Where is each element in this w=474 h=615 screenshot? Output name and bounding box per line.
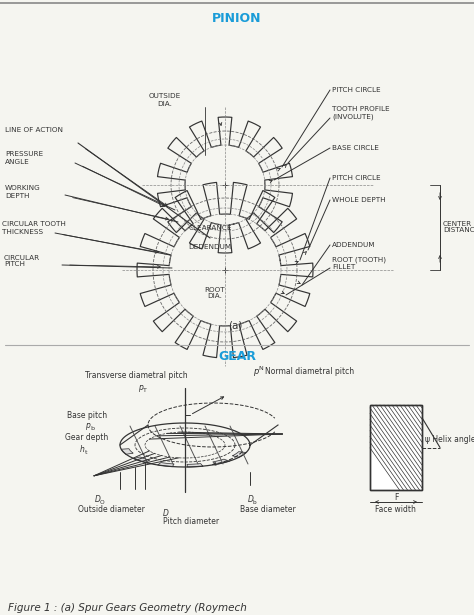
Text: WHOLE DEPTH: WHOLE DEPTH (332, 197, 386, 203)
Text: p: p (253, 368, 258, 376)
Text: CLEARANCE: CLEARANCE (188, 225, 232, 231)
Text: F: F (394, 493, 398, 502)
Polygon shape (232, 451, 246, 458)
Text: PITCH CIRCLE: PITCH CIRCLE (332, 87, 381, 93)
Text: (a): (a) (228, 320, 242, 330)
Bar (370, 405, 422, 490)
Text: CENTER
DISTANCE: CENTER DISTANCE (443, 221, 474, 234)
Text: PINION: PINION (212, 12, 262, 25)
Bar (370, 405, 422, 490)
Text: t: t (85, 450, 88, 454)
Text: N: N (258, 367, 263, 371)
Text: O: O (100, 501, 105, 506)
Text: LINE OF ACTION: LINE OF ACTION (5, 127, 63, 133)
Text: D: D (163, 509, 169, 517)
Text: D: D (95, 496, 101, 504)
Text: ADDENDUM: ADDENDUM (332, 242, 375, 248)
Polygon shape (187, 464, 203, 467)
Text: ROOT (TOOTH)
FILLET: ROOT (TOOTH) FILLET (332, 256, 386, 270)
Text: TOOTH PROFILE
(INVOLUTE): TOOTH PROFILE (INVOLUTE) (332, 106, 390, 120)
Polygon shape (121, 449, 133, 454)
Text: PITCH CIRCLE: PITCH CIRCLE (332, 175, 381, 181)
Text: GEAR: GEAR (218, 351, 256, 363)
Text: T: T (143, 389, 147, 394)
Text: b: b (253, 501, 257, 506)
Text: h: h (80, 445, 85, 453)
Text: ψ Helix angle: ψ Helix angle (425, 435, 474, 444)
Polygon shape (213, 459, 229, 464)
Text: Transverse diametral pitch: Transverse diametral pitch (85, 370, 188, 379)
Text: b: b (90, 426, 94, 432)
Text: Figure 1 : (a) Spur Gears Geometry (Roymech: Figure 1 : (a) Spur Gears Geometry (Roym… (8, 603, 247, 613)
Text: DEDENDUM: DEDENDUM (189, 244, 232, 250)
Text: Pitch diameter: Pitch diameter (163, 517, 219, 526)
Text: p: p (138, 384, 143, 392)
Text: Normal diametral pitch: Normal diametral pitch (265, 368, 354, 376)
Text: Gear depth: Gear depth (65, 434, 108, 443)
Text: PRESSURE
ANGLE: PRESSURE ANGLE (5, 151, 43, 164)
Text: CIRCULAR
PITCH: CIRCULAR PITCH (4, 255, 40, 268)
Text: Base diameter: Base diameter (240, 506, 296, 515)
Text: CIRCULAR TOOTH
THICKNESS: CIRCULAR TOOTH THICKNESS (2, 221, 66, 234)
Text: OUTSIDE
DIA.: OUTSIDE DIA. (149, 93, 181, 106)
Text: Base pitch: Base pitch (67, 410, 107, 419)
Text: Outside diameter: Outside diameter (78, 506, 145, 515)
Text: ROOT
DIA.: ROOT DIA. (205, 287, 225, 300)
Polygon shape (158, 462, 174, 467)
Text: Face width: Face width (375, 506, 416, 515)
Text: WORKING
DEPTH: WORKING DEPTH (5, 186, 41, 199)
Polygon shape (134, 457, 150, 462)
Text: BASE CIRCLE: BASE CIRCLE (332, 145, 379, 151)
Text: D: D (248, 496, 254, 504)
Text: p: p (85, 421, 90, 430)
